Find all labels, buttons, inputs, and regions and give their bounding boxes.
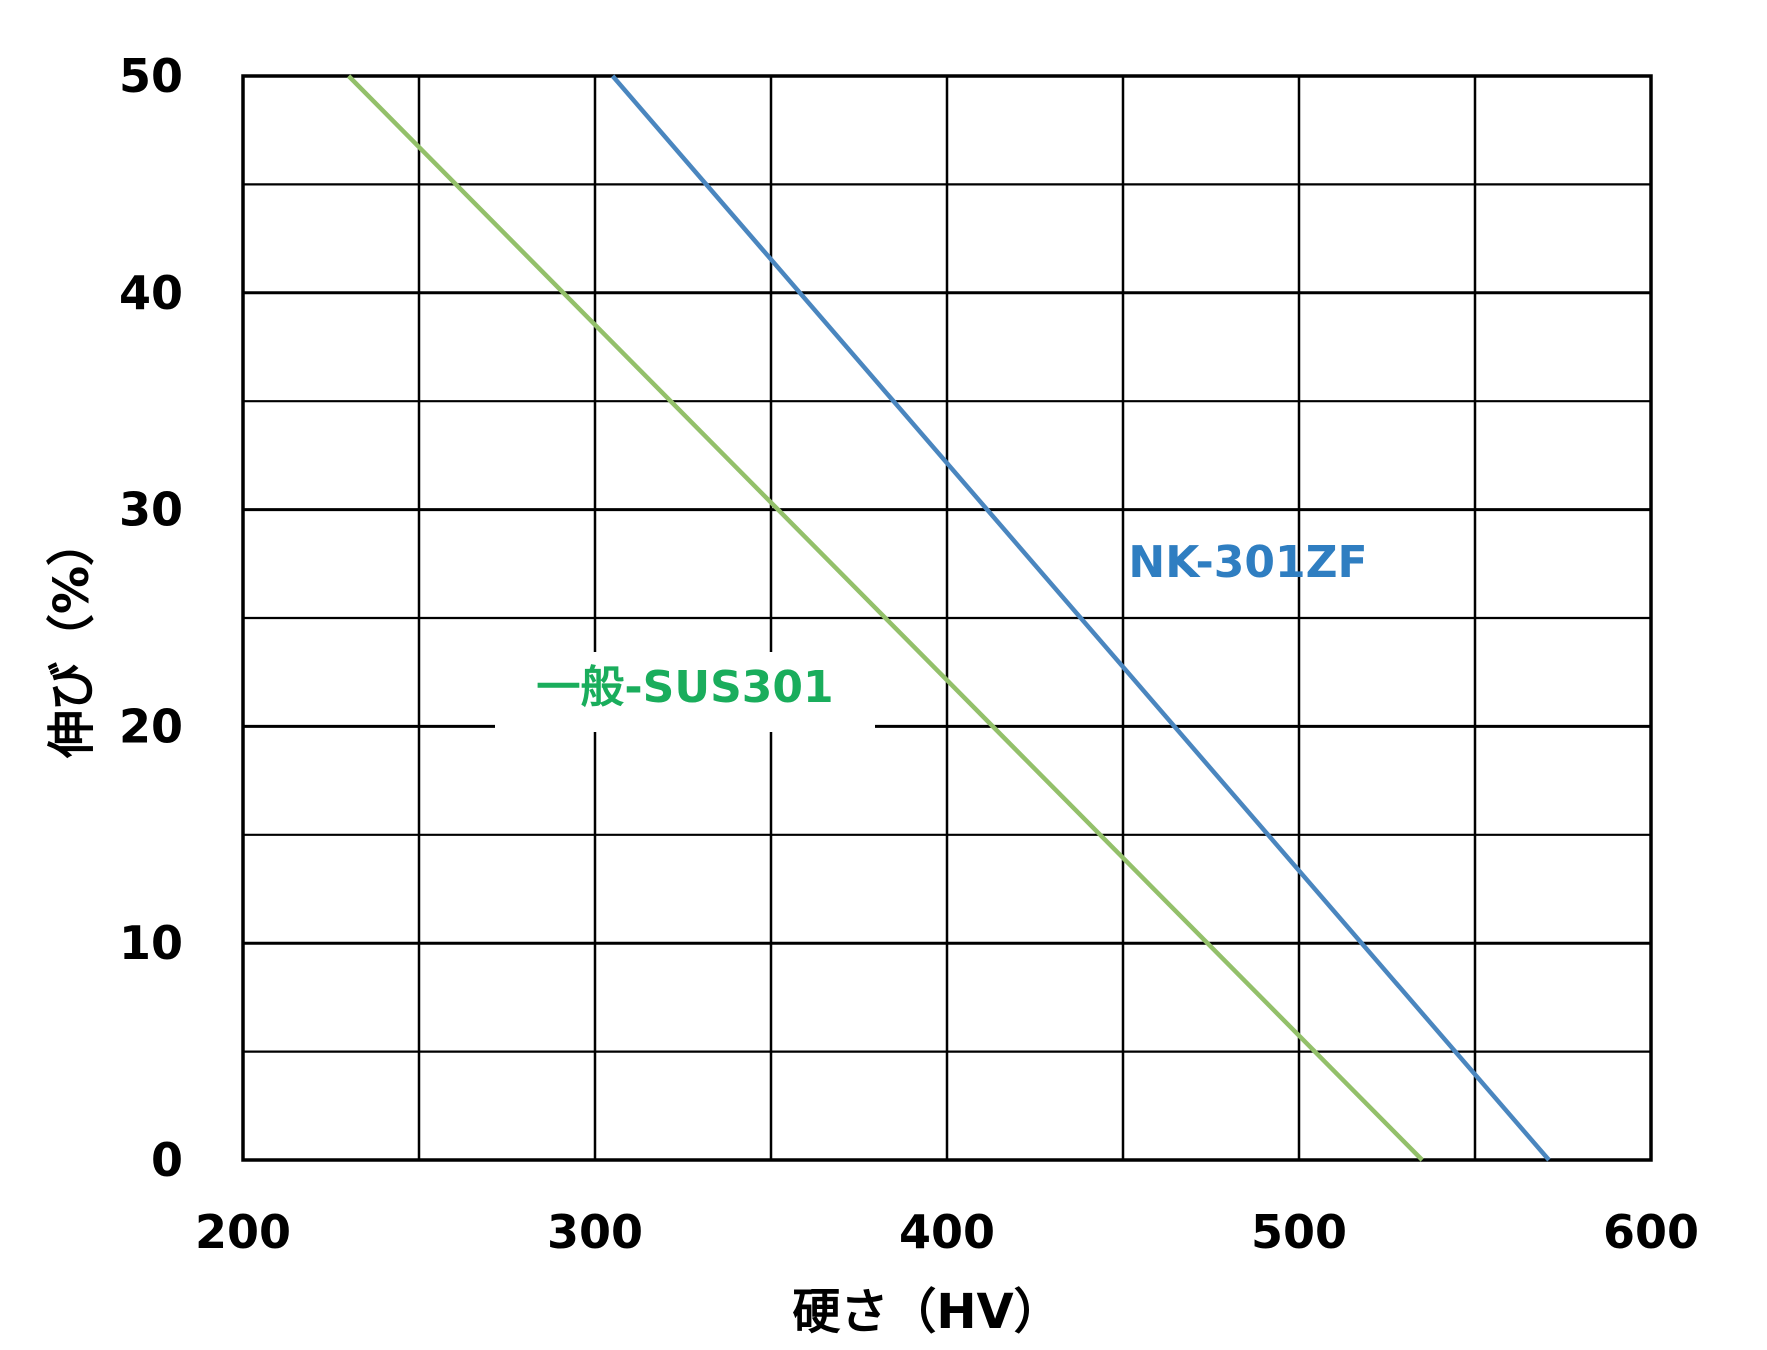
series-label-1: 一般-SUS301 <box>536 662 833 713</box>
series-line-1 <box>347 74 1424 1162</box>
x-tick-label: 600 <box>1603 1205 1699 1259</box>
y-tick-label: 30 <box>119 483 183 537</box>
x-tick-label: 500 <box>1251 1205 1347 1259</box>
x-tick-label: 200 <box>195 1205 291 1259</box>
series-lines <box>347 74 1551 1162</box>
y-tick-label: 0 <box>151 1133 183 1187</box>
x-tick-label: 300 <box>547 1205 643 1259</box>
series-label-0: NK-301ZF <box>1128 537 1367 588</box>
series-line-0 <box>610 74 1551 1162</box>
y-tick-label: 10 <box>119 916 183 970</box>
y-axis-title: 伸び（%） <box>44 518 100 759</box>
x-axis-title: 硬さ（HV） <box>792 1284 1061 1340</box>
plot-frame <box>241 74 1653 1162</box>
series-labels: NK-301ZF 一般-SUS301 <box>495 537 1368 732</box>
y-tick-label: 50 <box>119 49 183 103</box>
tick-labels: 200 300 400 500 600 0 10 20 30 40 50 <box>119 49 1699 1259</box>
x-tick-label: 400 <box>899 1205 995 1259</box>
y-tick-label: 20 <box>119 699 183 753</box>
grid <box>241 74 1653 1162</box>
series-label-backing-1 <box>495 652 875 732</box>
y-tick-label: 40 <box>119 266 183 320</box>
